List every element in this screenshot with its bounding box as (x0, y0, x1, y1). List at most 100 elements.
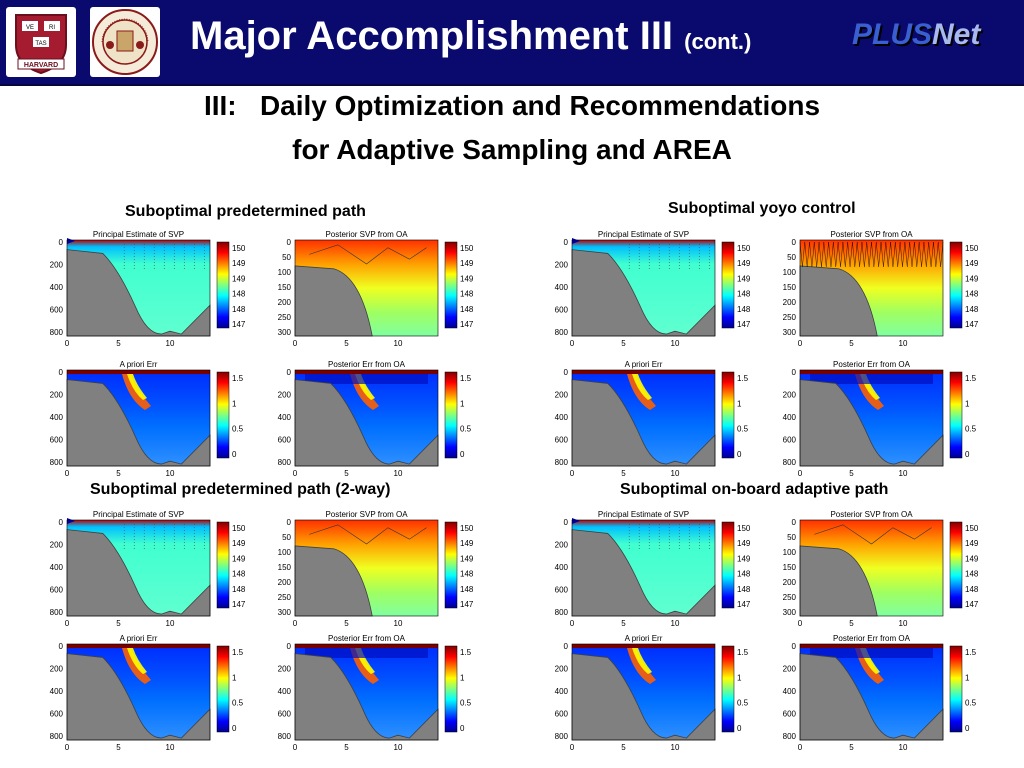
y-tick-label: 600 (783, 710, 797, 719)
colorbar-tick-label: 1485 (965, 290, 978, 299)
colorbar-tick-label: 1485 (965, 570, 978, 579)
x-tick-label: 5 (621, 339, 626, 348)
x-tick-label: 0 (293, 469, 298, 478)
x-tick-label: 5 (116, 339, 121, 348)
subplot-title: A priori Err (625, 634, 663, 643)
colorbar-tick-label: 1 (965, 673, 970, 682)
colorbar-tick-label: 0 (232, 450, 237, 459)
y-tick-label: 100 (783, 268, 797, 277)
svg-text:TAS: TAS (35, 41, 46, 47)
panel-label-yoyo: Suboptimal yoyo control (668, 200, 856, 217)
y-tick-label: 150 (783, 283, 797, 292)
y-tick-label: 300 (783, 328, 797, 337)
colorbar (216, 521, 230, 609)
colorbar-tick-label: 1490 (737, 554, 750, 563)
y-tick-label: 800 (783, 458, 797, 467)
y-tick-label: 0 (287, 642, 292, 651)
y-tick-label: 0 (564, 642, 569, 651)
x-tick-label: 5 (621, 469, 626, 478)
colorbar (949, 241, 963, 329)
y-tick-label: 0 (792, 368, 797, 377)
y-tick-label: 600 (555, 306, 569, 315)
x-tick-label: 0 (293, 743, 298, 752)
x-tick-label: 5 (116, 469, 121, 478)
y-tick-label: 400 (555, 283, 569, 292)
x-tick-label: 5 (849, 339, 854, 348)
colorbar-tick-label: 1500 (460, 244, 473, 253)
colorbar (216, 371, 230, 459)
y-tick-label: 200 (50, 391, 64, 400)
y-tick-label: 600 (50, 586, 64, 595)
colorbar-tick-label: 1475 (737, 320, 750, 329)
y-tick-label: 600 (50, 710, 64, 719)
y-tick-label: 100 (783, 548, 797, 557)
seafloor (799, 379, 944, 467)
posterior-svp-plot: Posterior SVP from OA0501001502002503000… (278, 230, 473, 348)
y-tick-label: 600 (555, 586, 569, 595)
subplot-title: A priori Err (625, 360, 663, 369)
colorbar-tick-label: 1485 (460, 290, 473, 299)
seafloor (66, 529, 211, 617)
subplot-title: Posterior Err from OA (833, 634, 911, 643)
x-tick-label: 10 (671, 339, 680, 348)
y-tick-label: 50 (282, 253, 291, 262)
colorbar (949, 521, 963, 609)
colorbar-tick-label: 0 (460, 450, 465, 459)
y-tick-label: 400 (50, 687, 64, 696)
x-tick-label: 10 (671, 619, 680, 628)
y-tick-label: 300 (278, 608, 292, 617)
colorbar-tick-label: 1475 (965, 600, 978, 609)
y-tick-label: 200 (278, 391, 292, 400)
subplot-title: Principal Estimate of SVP (598, 230, 689, 239)
x-tick-label: 5 (344, 469, 349, 478)
y-tick-label: 600 (278, 436, 292, 445)
slide-title: Major Accomplishment III (cont.) (190, 14, 751, 59)
colorbar-tick-label: 1480 (460, 585, 473, 594)
colorbar-tick-label: 1490 (965, 554, 978, 563)
colorbar-tick-label: 1475 (232, 600, 245, 609)
x-tick-label: 0 (65, 339, 70, 348)
colorbar-tick-label: 0 (737, 724, 742, 733)
y-tick-label: 400 (555, 563, 569, 572)
colorbar-tick-label: 1485 (737, 570, 750, 579)
slide-title-suffix: (cont.) (684, 29, 752, 54)
slide-title-main: Major Accomplishment III (190, 14, 674, 58)
y-tick-label: 800 (555, 328, 569, 337)
x-tick-label: 10 (166, 743, 175, 752)
y-tick-label: 0 (564, 518, 569, 527)
colorbar-tick-label: 1485 (232, 290, 245, 299)
seafloor (571, 379, 716, 467)
seafloor (66, 249, 211, 337)
x-tick-label: 0 (798, 469, 803, 478)
colorbar-tick-label: 1500 (232, 524, 245, 533)
y-tick-label: 200 (278, 665, 292, 674)
colorbar-tick-label: 1495 (232, 259, 245, 268)
x-tick-label: 10 (899, 619, 908, 628)
y-tick-label: 0 (792, 238, 797, 247)
colorbar-tick-label: 1490 (460, 274, 473, 283)
y-tick-label: 800 (50, 458, 64, 467)
y-tick-label: 0 (792, 518, 797, 527)
plusnet-logo: PLUSNet (852, 18, 980, 52)
x-tick-label: 0 (65, 469, 70, 478)
y-tick-label: 150 (783, 563, 797, 572)
y-tick-label: 200 (555, 261, 569, 270)
harvard-logo-text: HARVARD (24, 62, 58, 69)
colorbar-tick-label: 0 (232, 724, 237, 733)
y-tick-label: 200 (783, 665, 797, 674)
colorbar-tick-label: 1490 (232, 554, 245, 563)
y-tick-label: 200 (50, 541, 64, 550)
x-tick-label: 0 (570, 339, 575, 348)
y-tick-label: 600 (50, 436, 64, 445)
y-tick-label: 50 (787, 533, 796, 542)
y-tick-label: 200 (555, 665, 569, 674)
colorbar-tick-label: 0 (737, 450, 742, 459)
y-tick-label: 100 (278, 548, 292, 557)
colorbar-tick-label: 1495 (965, 259, 978, 268)
slide-header: VE RI TAS HARVARD Major Accomplishment I… (0, 0, 1024, 86)
x-tick-label: 0 (798, 339, 803, 348)
colorbar-tick-label: 1 (737, 673, 742, 682)
